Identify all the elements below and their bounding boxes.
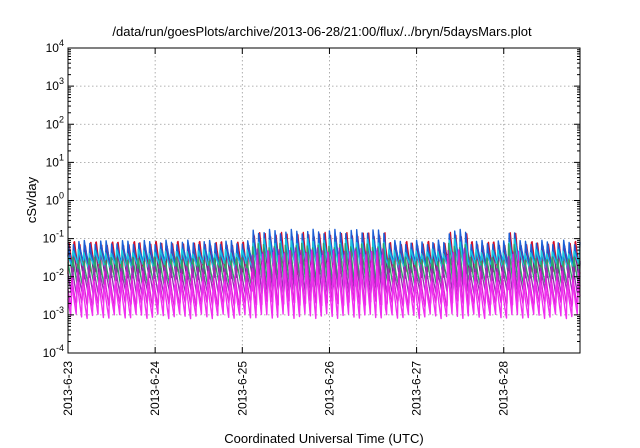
x-tick-label: 2013-6-28 (497, 361, 511, 416)
y-tick-label: 10-4 (43, 343, 64, 360)
y-tick-label: 104 (46, 38, 64, 55)
x-axis: 2013-6-23 2013-6-24 2013-6-25 2013-6-26 2013… (61, 48, 511, 416)
x-axis-label: Coordinated Universal Time (UTC) (224, 431, 423, 446)
y-tick-label: 100 (46, 191, 64, 208)
y-tick-label: 103 (46, 76, 64, 93)
y-tick-label: 102 (46, 114, 64, 131)
chart-title: /data/run/goesPlots/archive/2013-06-28/2… (112, 24, 532, 39)
series-line-2 (67, 228, 581, 267)
y-tick-label: 10-3 (43, 305, 64, 322)
y-axis-label: cSv/day (24, 176, 39, 223)
y-tick-label: 101 (46, 152, 64, 169)
y-tick-label: 10-1 (43, 229, 64, 246)
series-group (67, 228, 581, 320)
x-tick-label: 2013-6-26 (322, 361, 336, 416)
x-tick-label: 2013-6-25 (235, 361, 249, 416)
x-tick-label: 2013-6-23 (61, 361, 75, 416)
y-tick-label: 10-2 (43, 267, 64, 284)
y-axis: 10-4 10-3 10-2 10-1 100 101 102 103 104 (43, 38, 580, 360)
x-tick-label: 2013-6-27 (410, 361, 424, 416)
x-tick-label: 2013-6-24 (148, 361, 162, 416)
series-line-7 (67, 261, 581, 320)
